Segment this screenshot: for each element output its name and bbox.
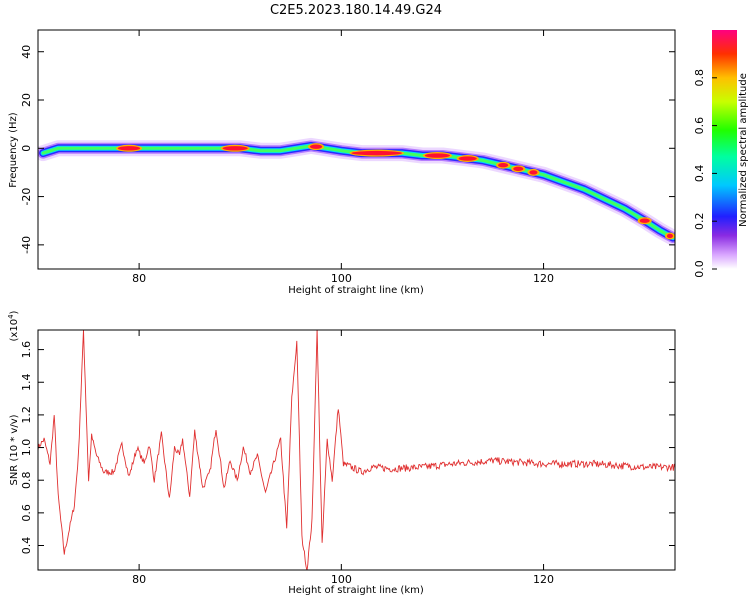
colorbar-tick-label-0.4: 0.4 (693, 165, 706, 183)
hotspot-6 (498, 162, 509, 168)
colorbar-ticks: 0.0 0.2 0.4 0.6 0.8 (693, 69, 717, 278)
snr-ytick-label-0.6: 0.6 (20, 504, 33, 522)
snr-xtick-label-120: 120 (533, 573, 554, 586)
snr-ytick-label-0.8: 0.8 (20, 471, 33, 489)
spectrogram-y-label: Frequency (Hz) (8, 112, 19, 188)
spectrogram-frame (37, 29, 676, 270)
snr-x-label: Height of straight line (km) (288, 585, 424, 596)
colorbar-label: Normalized spectral amplitude (738, 73, 749, 227)
colorbar (712, 30, 737, 269)
snr-frame (37, 329, 676, 571)
spec-ytick-label--40: -40 (20, 236, 33, 254)
spec-ytick-label-20: 20 (20, 93, 33, 107)
snr-y-label: SNR (10 * v/v) (9, 414, 20, 485)
spec-ytick-label--20: -20 (20, 188, 33, 206)
colorbar-tick-label-0.0: 0.0 (693, 260, 706, 278)
colorbar-tick-label-0.2: 0.2 (693, 212, 706, 230)
snr-ticks: 80 100 120 0.4 0.6 0.8 1.0 1.2 1.4 1.6 (20, 330, 675, 586)
snr-ytick-label-1.4: 1.4 (20, 373, 33, 391)
hotspot-2 (309, 144, 323, 149)
snr-series-line (38, 330, 675, 570)
spec-xtick-label-100: 100 (331, 272, 352, 285)
spec-ytick-label-40: 40 (20, 45, 33, 59)
snr-multiplier-base: (x10 (9, 319, 20, 342)
hotspot-0 (117, 146, 141, 151)
figure-title: C2E5.2023.180.14.49.G24 (270, 3, 442, 18)
hotspot-4 (424, 153, 451, 158)
hotspot-3 (351, 150, 402, 156)
snr-ytick-label-1.6: 1.6 (20, 341, 33, 359)
snr-ytick-label-1.2: 1.2 (20, 406, 33, 424)
spectrogram-ticks: 80 100 120 40 20 0 -20 -40 (20, 30, 675, 285)
hotspot-10 (666, 233, 673, 239)
colorbar-tick-label-0.8: 0.8 (693, 69, 706, 87)
hotspot-8 (529, 170, 538, 175)
snr-ytick-label-0.4: 0.4 (20, 537, 33, 555)
hotspot-5 (458, 156, 477, 161)
colorbar-tick-label-0.6: 0.6 (693, 117, 706, 135)
hotspot-1 (222, 146, 248, 151)
snr-plot-area (38, 330, 675, 570)
spec-xtick-label-120: 120 (533, 272, 554, 285)
hotspot-7 (513, 166, 524, 172)
snr-xtick-label-100: 100 (331, 573, 352, 586)
snr-xtick-label-80: 80 (132, 573, 146, 586)
snr-multiplier-end: ) (9, 310, 20, 314)
hotspot-9 (639, 218, 650, 223)
snr-multiplier: (x104) (7, 310, 20, 341)
spec-xtick-label-80: 80 (132, 272, 146, 285)
spectrogram-ridge (38, 137, 675, 246)
spec-ytick-label-0: 0 (20, 145, 33, 152)
spectrogram-x-label: Height of straight line (km) (288, 285, 424, 296)
snr-multiplier-exponent: 4 (7, 314, 15, 319)
snr-ytick-label-1.0: 1.0 (20, 439, 33, 457)
